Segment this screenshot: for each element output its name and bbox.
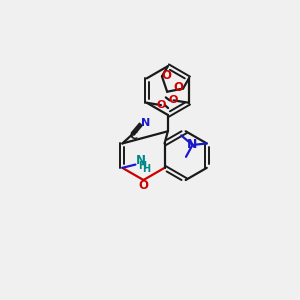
Text: N: N [141,118,150,128]
Text: O: O [139,179,148,192]
Text: O: O [162,69,172,82]
Text: O: O [173,82,183,94]
Text: N: N [187,138,198,152]
Text: N: N [136,154,146,167]
Text: C: C [130,131,138,141]
Text: H: H [138,161,146,171]
Text: H: H [142,164,150,174]
Text: O: O [169,95,178,105]
Text: O: O [156,100,166,110]
